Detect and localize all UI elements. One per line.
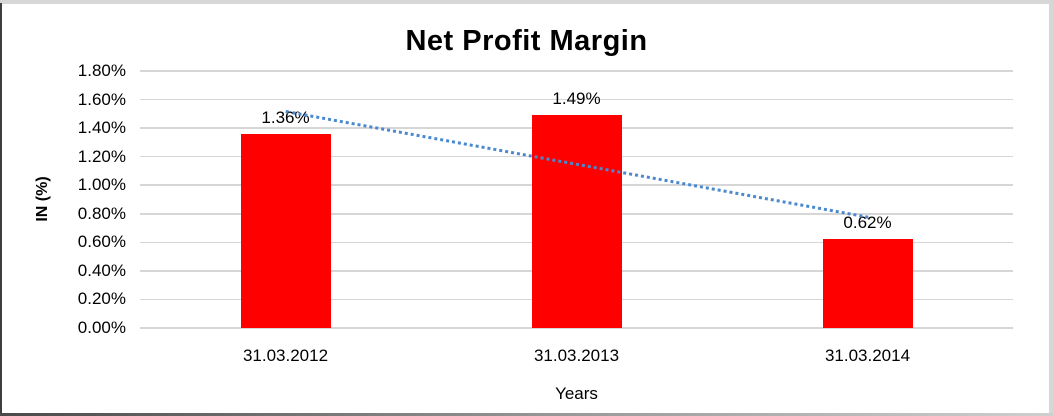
bar-data-label: 0.62%	[843, 213, 892, 233]
y-tick-label: 0.00%	[77, 318, 126, 337]
frame-border-left	[0, 3, 2, 416]
bar-data-label: 1.36%	[261, 107, 310, 127]
bar	[822, 239, 913, 328]
y-tick-label: 1.80%	[77, 61, 126, 80]
gridline	[140, 70, 1013, 72]
frame-border-right	[1049, 0, 1053, 416]
y-tick-label: 0.60%	[77, 232, 126, 252]
y-tick-label: 0.20%	[77, 289, 126, 309]
gridline	[140, 327, 1013, 329]
x-tick-label: 31.03.2014	[824, 346, 911, 365]
y-tick-label: 0.40%	[77, 260, 126, 280]
y-tick-label: 1.40%	[77, 118, 126, 138]
frame-border-bottom	[0, 413, 1053, 416]
gridline	[140, 98, 1013, 101]
bar	[531, 115, 622, 328]
y-tick-label: 1.60%	[77, 89, 126, 109]
x-tick-label: 31.03.2012	[242, 346, 329, 365]
y-tick-label: 0.80%	[77, 203, 126, 223]
x-tick-label: 31.03.2013	[533, 346, 620, 365]
bar	[240, 133, 331, 328]
y-tick-label: 1.20%	[77, 146, 126, 166]
x-axis-title: Years	[555, 384, 598, 403]
bar-data-label: 1.49%	[552, 89, 601, 109]
frame-border-top	[0, 0, 1053, 4]
chart-title: Net Profit Margin	[405, 25, 648, 57]
y-tick-label: 1.00%	[77, 175, 126, 195]
